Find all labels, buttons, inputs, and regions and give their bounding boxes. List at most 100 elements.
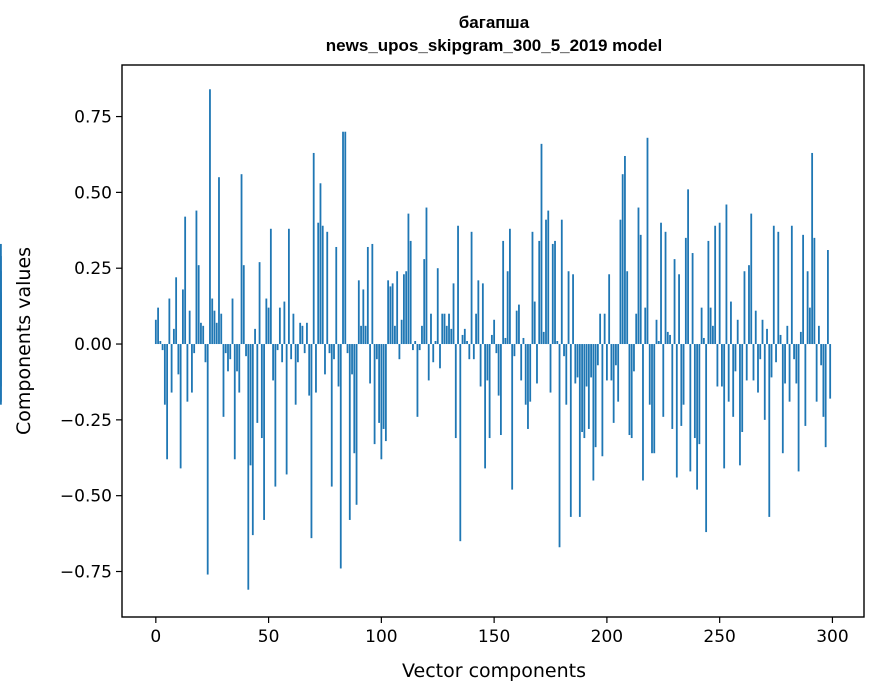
bar-124 xyxy=(434,341,437,345)
bar-33 xyxy=(229,344,232,360)
bar-140 xyxy=(470,231,473,345)
bar-66 xyxy=(303,344,306,354)
bar-208 xyxy=(624,155,626,345)
bar-8 xyxy=(172,328,175,345)
bar-117 xyxy=(418,344,421,351)
bar-121 xyxy=(427,344,430,381)
bar-278 xyxy=(781,344,784,454)
bar-86 xyxy=(348,344,351,520)
bar-46 xyxy=(258,262,261,345)
bar-17 xyxy=(193,344,196,354)
bar-175 xyxy=(549,344,552,393)
bar-215 xyxy=(639,234,642,345)
bar-68 xyxy=(308,344,311,396)
bar-240 xyxy=(696,344,699,490)
bar-80 xyxy=(335,246,338,345)
bar-238 xyxy=(691,253,694,345)
bar-44 xyxy=(254,328,256,345)
bar-130 xyxy=(448,313,450,345)
bar-230 xyxy=(673,259,676,345)
bar-22 xyxy=(204,344,207,363)
bar-195 xyxy=(594,344,597,448)
bar-35 xyxy=(233,344,236,460)
bar-13 xyxy=(184,216,187,345)
bar-34 xyxy=(231,298,234,345)
bar-262 xyxy=(745,344,748,381)
bar-41 xyxy=(247,344,250,590)
bar-283 xyxy=(793,344,795,360)
bar-15 xyxy=(188,310,191,345)
bar-48 xyxy=(263,344,265,520)
bar-256 xyxy=(732,344,735,417)
bar-168 xyxy=(533,301,536,345)
bar-299 xyxy=(829,344,832,399)
bar-250 xyxy=(718,222,721,345)
bar-237 xyxy=(689,344,692,472)
bar-79 xyxy=(333,344,335,360)
bar-14 xyxy=(186,344,189,402)
bar-277 xyxy=(779,334,782,345)
bar-214 xyxy=(637,207,640,345)
bar-255 xyxy=(730,301,732,345)
bar-266 xyxy=(754,310,757,345)
bar-119 xyxy=(423,259,426,345)
bar-280 xyxy=(786,325,789,345)
bar-152 xyxy=(497,344,500,396)
bar-272 xyxy=(768,344,771,517)
bar-295 xyxy=(820,344,823,366)
bar-125 xyxy=(436,268,439,345)
bar-274 xyxy=(772,225,775,345)
bar-74 xyxy=(321,225,324,345)
bar-158 xyxy=(511,344,514,490)
bar-150 xyxy=(493,319,496,345)
bar-137 xyxy=(463,328,466,345)
bar-210 xyxy=(628,344,631,436)
bar-89 xyxy=(355,344,358,505)
bar-40 xyxy=(245,344,247,357)
bar-25 xyxy=(211,298,214,345)
y-tick-label: 0.00 xyxy=(74,335,112,355)
bar-267 xyxy=(757,344,759,393)
bar-30 xyxy=(222,344,225,417)
bar-21 xyxy=(202,325,205,345)
bar-53 xyxy=(274,344,277,487)
y-tick-label: −0.50 xyxy=(60,487,112,507)
bar-271 xyxy=(766,328,768,345)
bars xyxy=(0,89,832,590)
bar-260 xyxy=(741,344,744,432)
bar-191 xyxy=(585,344,588,387)
bar-188 xyxy=(578,344,581,517)
bar-290 xyxy=(808,307,811,345)
bar-249 xyxy=(716,344,719,387)
bar-129 xyxy=(445,325,448,345)
bar-111 xyxy=(405,271,408,345)
bar-10 xyxy=(177,344,180,375)
bar-189 xyxy=(581,344,583,432)
bar-192 xyxy=(587,344,590,429)
bar-293 xyxy=(815,344,818,402)
bar-159 xyxy=(513,344,516,357)
bar-231 xyxy=(675,344,678,478)
bar-254 xyxy=(727,344,730,402)
bar-207 xyxy=(621,174,624,345)
bar-226 xyxy=(664,231,667,345)
bar-279 xyxy=(784,344,786,384)
bar-235 xyxy=(684,237,687,345)
bar-50 xyxy=(267,307,270,345)
bar-273 xyxy=(770,344,773,378)
bar-1 xyxy=(157,307,159,345)
bar-93 xyxy=(364,325,367,345)
bar-246 xyxy=(709,307,712,345)
bar-90 xyxy=(357,280,360,345)
bar-265 xyxy=(752,344,755,381)
bar-51 xyxy=(269,228,272,345)
bar-228 xyxy=(669,334,671,345)
bar-81 xyxy=(337,344,340,387)
bar-198 xyxy=(601,344,604,457)
bar-32 xyxy=(227,344,229,372)
bar-286 xyxy=(799,331,802,345)
bar-151 xyxy=(495,344,498,354)
bar-104 xyxy=(389,286,392,345)
bar-182 xyxy=(565,344,568,405)
bar-174 xyxy=(547,210,550,345)
